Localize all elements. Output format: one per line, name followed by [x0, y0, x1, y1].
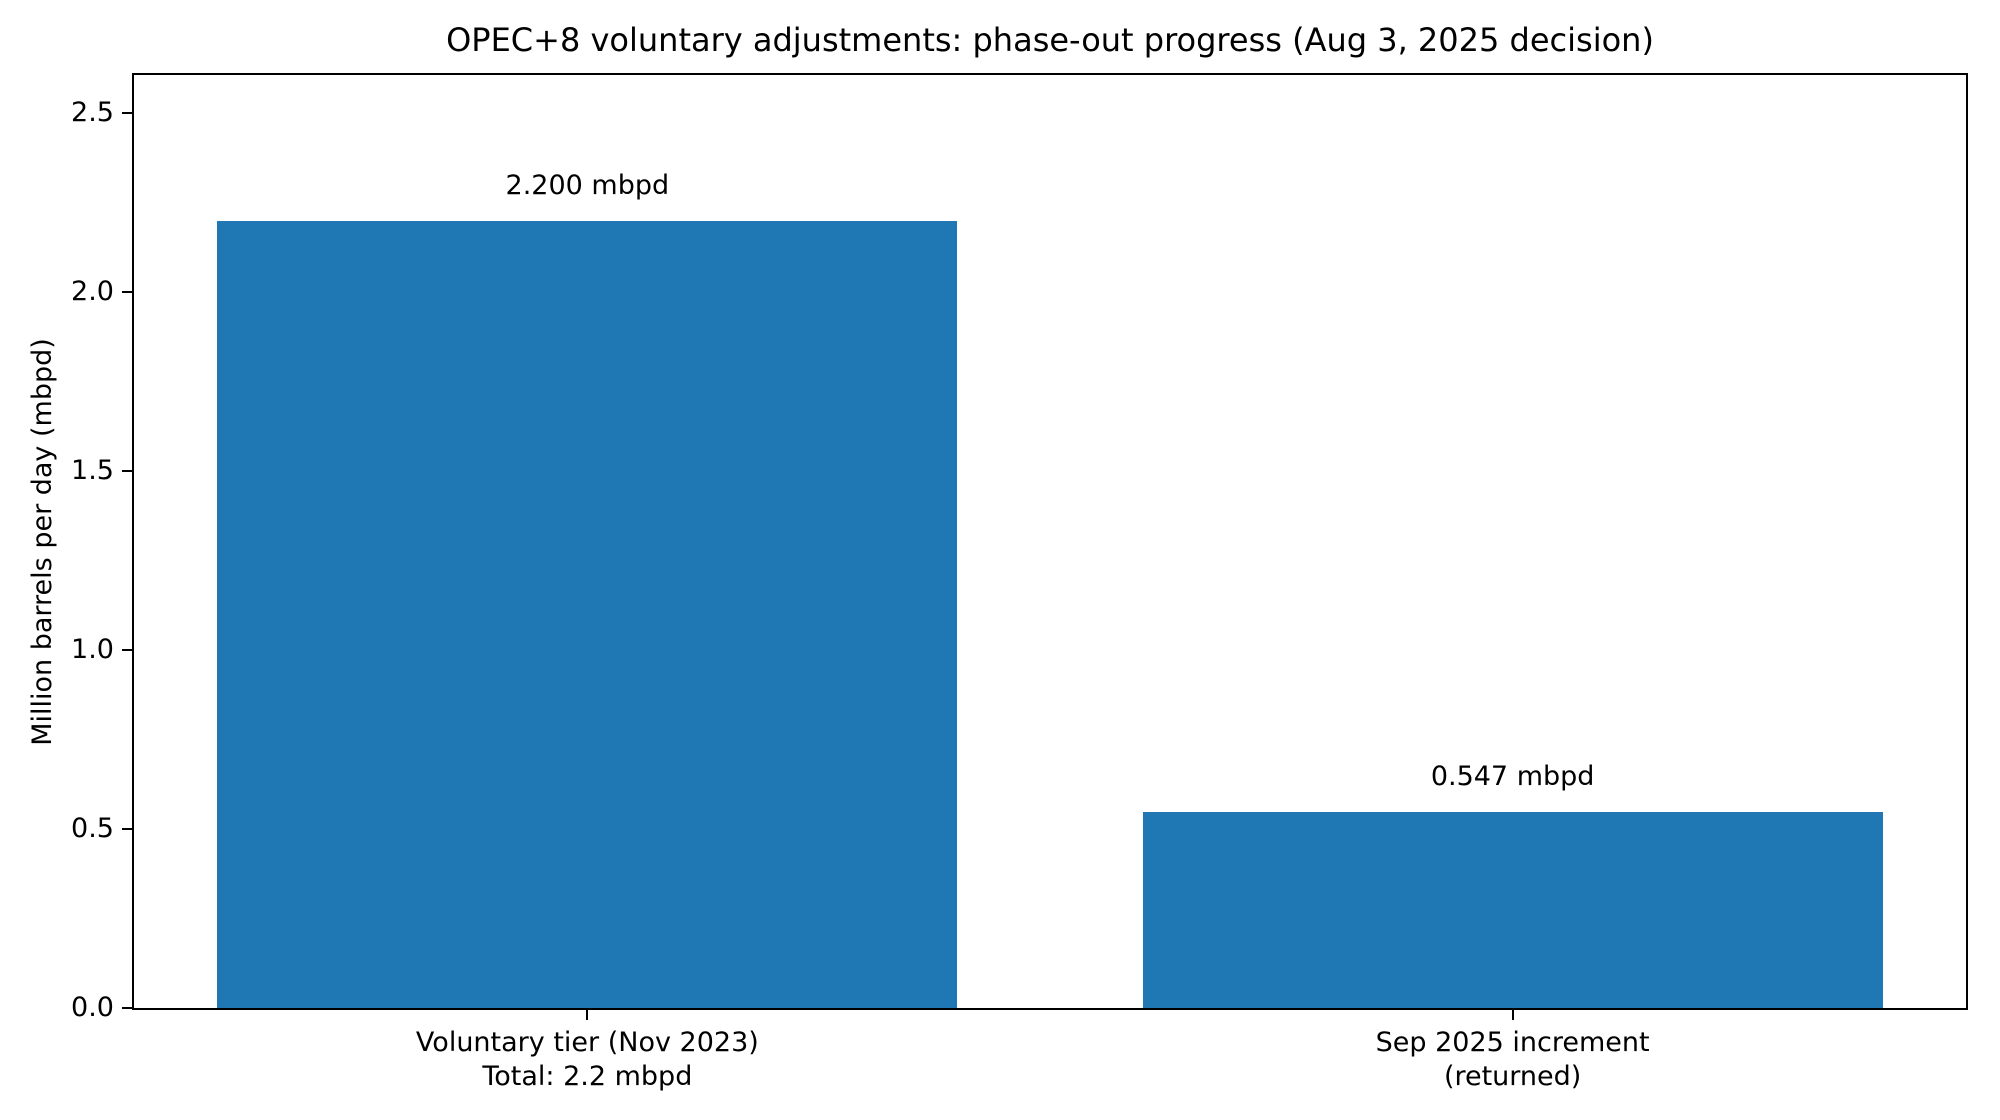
- y-tick: [122, 291, 132, 294]
- x-tick-label-line: (returned): [1443, 1061, 1582, 1092]
- y-tick: [122, 1007, 132, 1009]
- y-tick-label: 2.0: [71, 276, 114, 308]
- y-tick-label: 0.5: [71, 813, 114, 845]
- y-tick: [122, 828, 132, 831]
- y-tick-label: 0.0: [71, 992, 114, 1023]
- y-axis-label: Million barrels per day (mbpd): [27, 338, 58, 746]
- chart-title: OPEC+8 voluntary adjustments: phase-out …: [446, 21, 1654, 59]
- bar: [217, 220, 958, 1008]
- y-tick-label: 1.5: [71, 455, 114, 487]
- y-tick: [122, 649, 132, 652]
- x-tick-label-line: Total: 2.2 mbpd: [482, 1061, 693, 1092]
- x-tick-label-line: Voluntary tier (Nov 2023): [415, 1027, 759, 1058]
- bar-value-label: 0.547 mbpd: [1430, 761, 1595, 793]
- x-tick-label: Sep 2025 increment (returned): [1163, 1026, 1863, 1094]
- y-tick: [122, 112, 132, 115]
- x-tick: [586, 1010, 589, 1020]
- y-tick: [122, 470, 132, 473]
- x-tick-label-line: Sep 2025 increment: [1375, 1027, 1650, 1058]
- bar: [1142, 812, 1883, 1008]
- y-tick-label: 2.5: [71, 97, 114, 129]
- x-tick-label: Voluntary tier (Nov 2023) Total: 2.2 mbpd: [237, 1026, 937, 1094]
- x-tick: [1511, 1010, 1514, 1020]
- bar-value-label: 2.200 mbpd: [505, 169, 670, 201]
- y-tick-label: 1.0: [71, 634, 114, 666]
